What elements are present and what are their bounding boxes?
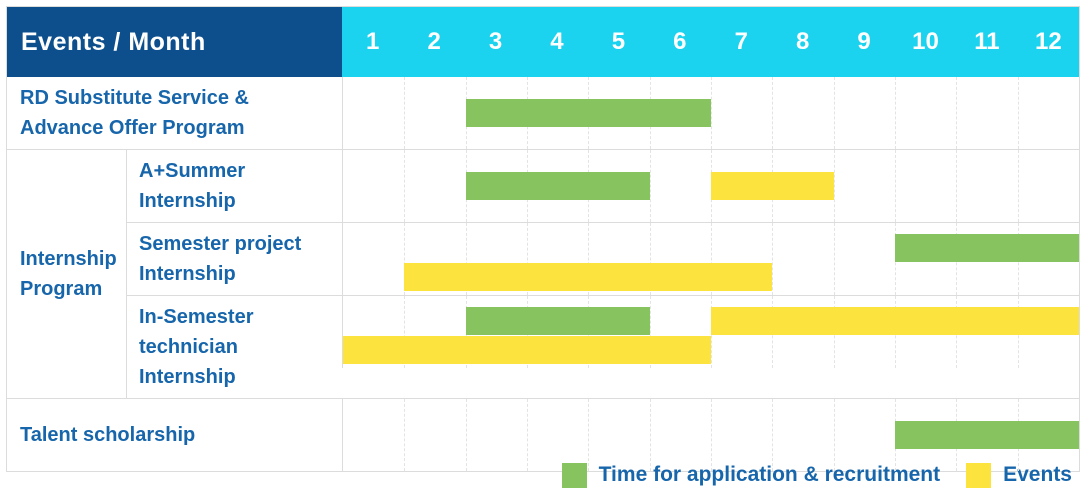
bar-application bbox=[895, 234, 1079, 262]
month-gridline bbox=[404, 223, 406, 295]
month-grid-cell bbox=[342, 223, 1079, 295]
event-label: In-Semester technician Internship bbox=[139, 306, 254, 388]
month-gridline bbox=[833, 223, 835, 295]
legend: Time for application & recruitment Events bbox=[561, 458, 1072, 492]
bar-events bbox=[711, 307, 1079, 335]
bar-application bbox=[895, 421, 1079, 449]
month-grid-cell bbox=[342, 77, 1079, 149]
legend-label: Time for application & recruitment bbox=[598, 463, 941, 486]
bar-application bbox=[465, 172, 650, 200]
month-gridline bbox=[833, 399, 835, 471]
table-header-row: Events / Month 1 2 3 4 5 6 7 8 9 10 11 12 bbox=[7, 7, 1079, 77]
bar-events bbox=[711, 172, 834, 200]
month-gridline bbox=[404, 399, 406, 471]
month-label: 7 bbox=[734, 28, 748, 55]
bar-events bbox=[404, 263, 773, 291]
legend-item-events: Events bbox=[966, 462, 1072, 488]
month-gridline bbox=[465, 399, 467, 471]
event-label: Semester project Internship bbox=[139, 233, 302, 285]
event-label: Talent scholarship bbox=[20, 424, 196, 446]
legend-swatch-events bbox=[966, 462, 992, 488]
month-label: 3 bbox=[488, 28, 503, 55]
month-grid-cell bbox=[342, 296, 1079, 368]
month-gridline bbox=[833, 150, 835, 222]
legend-item-application: Time for application & recruitment bbox=[561, 462, 941, 488]
event-subrow: A+Summer Internship bbox=[127, 150, 1079, 222]
month-label: 9 bbox=[857, 28, 871, 55]
month-label: 4 bbox=[550, 28, 564, 55]
month-gridline bbox=[649, 296, 651, 368]
month-gridline bbox=[404, 296, 406, 368]
legend-swatch-application bbox=[561, 462, 587, 488]
month-gridline bbox=[772, 77, 774, 149]
month-gridline bbox=[1017, 77, 1019, 149]
month-gridline bbox=[404, 77, 406, 149]
month-gridline bbox=[772, 223, 774, 295]
month-label: 11 bbox=[974, 28, 1000, 55]
month-label: 12 bbox=[1035, 28, 1062, 55]
event-subrow: In-Semester technician Internship bbox=[127, 295, 1079, 398]
month-label: 6 bbox=[673, 28, 687, 55]
month-label: 2 bbox=[427, 28, 441, 55]
month-gridline bbox=[527, 399, 528, 471]
month-gridline bbox=[711, 223, 712, 295]
legend-label: Events bbox=[1003, 463, 1072, 486]
event-label: A+Summer Internship bbox=[139, 160, 246, 212]
month-gridline bbox=[772, 399, 774, 471]
group-subrows: A+Summer Internship Semester project Inte… bbox=[126, 150, 1079, 398]
month-label: 10 bbox=[912, 28, 939, 55]
month-gridline bbox=[465, 223, 467, 295]
bar-application bbox=[465, 99, 711, 127]
month-gridline bbox=[649, 399, 651, 471]
event-group-row: Internship Program A+Summer Internship Sem… bbox=[7, 149, 1079, 398]
events-month-header: Events / Month bbox=[7, 7, 342, 77]
month-gridline bbox=[895, 77, 896, 149]
month-gridline bbox=[711, 399, 712, 471]
bar-events bbox=[343, 336, 711, 364]
month-gridline bbox=[527, 223, 528, 295]
month-gridline bbox=[833, 77, 835, 149]
table-body: RD Substitute Service & Advance Offer Pr… bbox=[7, 77, 1079, 471]
event-row: Talent scholarship bbox=[7, 398, 1079, 471]
month-gridline bbox=[711, 77, 712, 149]
month-gridline bbox=[956, 77, 958, 149]
month-gridline bbox=[956, 150, 958, 222]
month-gridline bbox=[588, 223, 590, 295]
events-month-table: Events / Month 1 2 3 4 5 6 7 8 9 10 11 12 RD Substi… bbox=[6, 6, 1080, 472]
month-gridline bbox=[588, 399, 590, 471]
month-label: 5 bbox=[611, 28, 626, 55]
month-grid-cell bbox=[342, 150, 1079, 222]
event-row: RD Substitute Service & Advance Offer Pr… bbox=[7, 77, 1079, 149]
month-label: 1 bbox=[366, 28, 380, 55]
month-label: 8 bbox=[795, 28, 810, 55]
month-gridline bbox=[895, 150, 896, 222]
event-subrow: Semester project Internship bbox=[127, 222, 1079, 295]
month-gridline bbox=[404, 150, 406, 222]
month-gridline bbox=[649, 150, 651, 222]
event-label: RD Substitute Service & Advance Offer Pr… bbox=[20, 87, 249, 139]
month-gridline bbox=[649, 223, 651, 295]
bar-application bbox=[465, 307, 650, 335]
months-header-strip: 1 2 3 4 5 6 7 8 9 10 11 12 bbox=[342, 7, 1079, 77]
month-grid-cell bbox=[342, 399, 1079, 471]
month-gridline bbox=[1017, 150, 1019, 222]
group-label: Internship Program bbox=[20, 248, 117, 300]
